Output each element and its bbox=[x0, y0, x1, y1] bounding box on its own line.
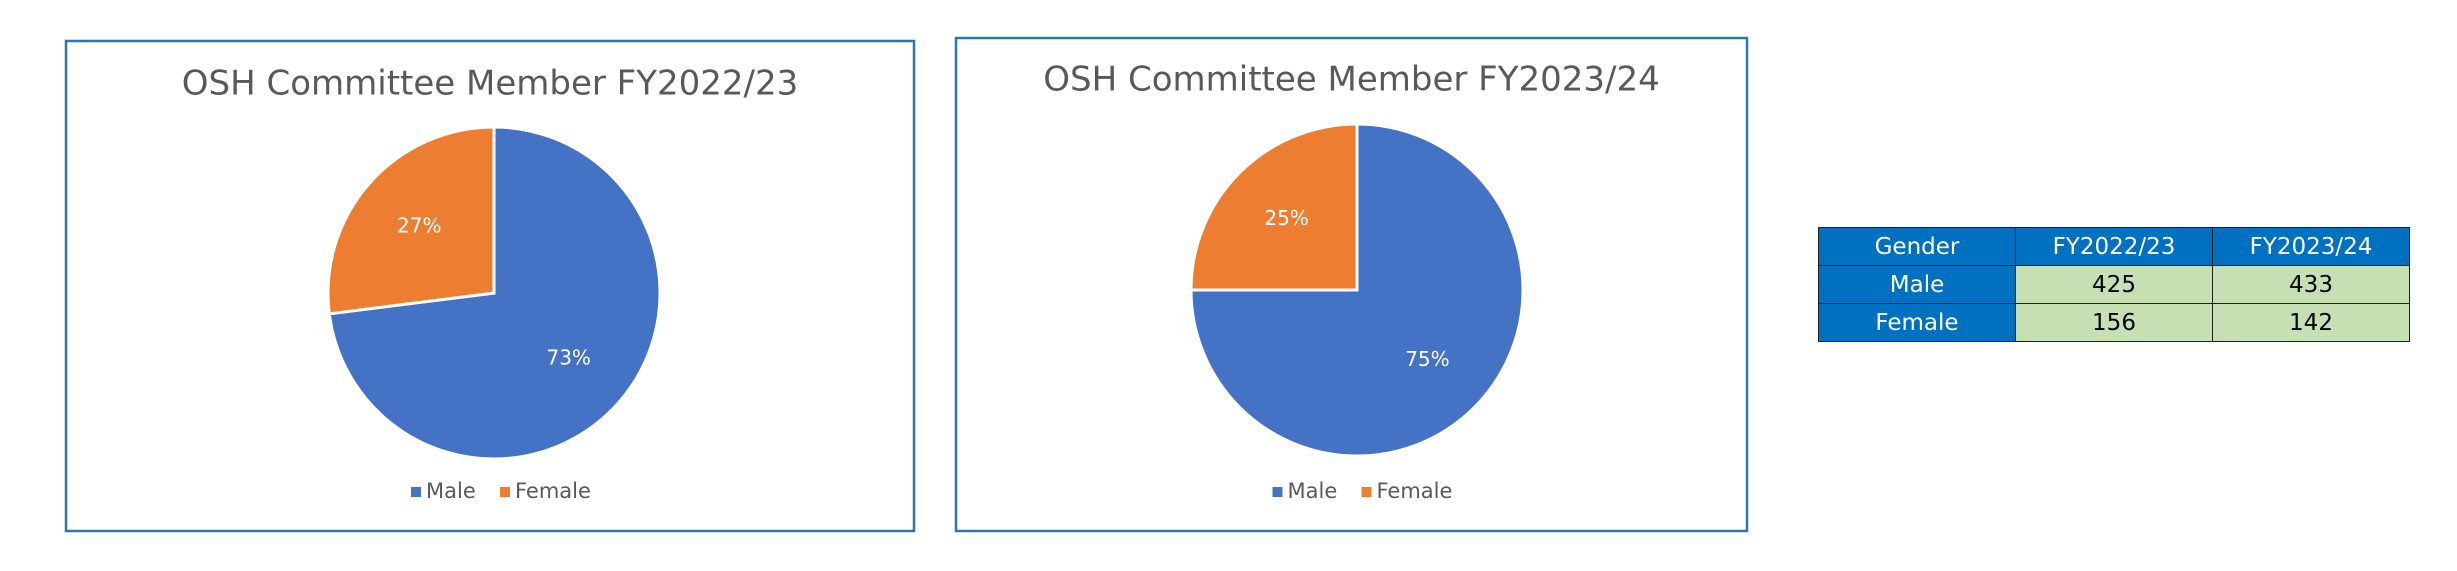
table-row: Male 425 433 bbox=[1818, 265, 2410, 304]
pie-slice bbox=[1189, 122, 1359, 292]
pie-slice bbox=[326, 125, 496, 316]
header-cell: FY2022/23 bbox=[2015, 227, 2213, 266]
chart-title: OSH Committee Member FY2022/23 bbox=[182, 64, 798, 104]
cell: 142 bbox=[2212, 303, 2410, 342]
table-header: Gender FY2022/23 FY2023/24 bbox=[1818, 227, 2410, 266]
legend-marker bbox=[411, 487, 421, 497]
legend-label: Female bbox=[515, 479, 591, 503]
header-cell: Gender bbox=[1818, 227, 2016, 266]
cell: 425 bbox=[2015, 265, 2213, 304]
data-table: Gender FY2022/23 FY2023/24 Male 425 433 … bbox=[1818, 227, 2410, 342]
row-label: Female bbox=[1818, 303, 2016, 342]
data-label: 27% bbox=[397, 214, 441, 238]
legend-label: Male bbox=[1288, 479, 1338, 503]
legend-marker bbox=[1272, 487, 1283, 497]
data-label: 75% bbox=[1405, 347, 1449, 371]
legend-marker bbox=[500, 487, 510, 497]
table-row: Female 156 142 bbox=[1818, 303, 2410, 342]
header-cell: FY2023/24 bbox=[2212, 227, 2410, 266]
cell: 433 bbox=[2212, 265, 2410, 304]
cell: 156 bbox=[2015, 303, 2213, 342]
chart-title: OSH Committee Member FY2023/24 bbox=[1043, 60, 1659, 100]
legend-label: Female bbox=[1377, 479, 1453, 503]
data-label: 73% bbox=[546, 345, 590, 369]
legend-label: Male bbox=[426, 479, 476, 503]
legend-marker bbox=[1361, 487, 1372, 497]
row-label: Male bbox=[1818, 265, 2016, 304]
data-label: 25% bbox=[1264, 206, 1308, 230]
pie-slice bbox=[1189, 122, 1525, 458]
